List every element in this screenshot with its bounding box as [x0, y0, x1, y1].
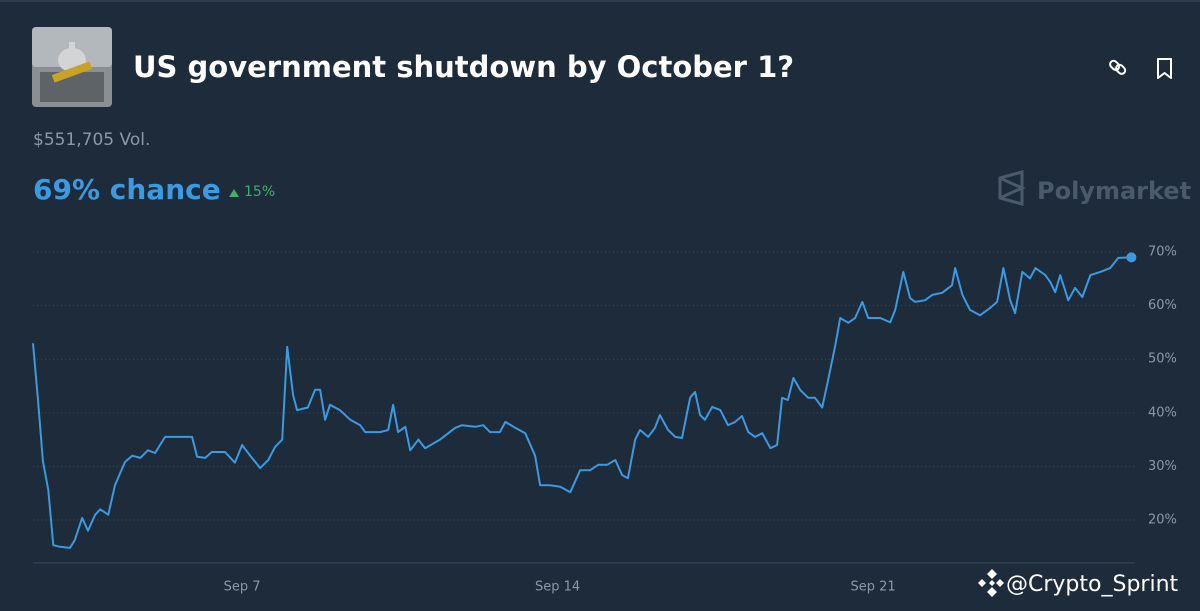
- bookmark-icon[interactable]: [1157, 58, 1172, 79]
- brand-logo: [998, 170, 1026, 206]
- change-arrow: [229, 189, 239, 197]
- price-chart: 20% 30% 40% 50% 60% 70% Sep 7 Sep 14 Sep 21: [32, 245, 1177, 595]
- link-icon[interactable]: [1109, 59, 1127, 75]
- x-tick-label: Sep 14: [535, 580, 580, 595]
- y-tick-label: 70%: [1148, 245, 1177, 260]
- y-tick-label: 50%: [1148, 352, 1177, 367]
- brand-name: Polymarket: [1037, 177, 1191, 205]
- y-tick-label: 30%: [1148, 459, 1177, 474]
- watermark: @Crypto_Sprint: [1006, 572, 1179, 597]
- volume: $551,705 Vol.: [33, 130, 150, 150]
- market-thumbnail[interactable]: [32, 27, 112, 107]
- chance: 69% chance: [33, 173, 221, 206]
- market-title: US government shutdown by October 1?: [133, 50, 794, 84]
- current-point: [1126, 252, 1137, 263]
- watermark-icon: [978, 569, 1004, 597]
- price-line: [32, 256, 1132, 549]
- y-tick-label: 40%: [1148, 405, 1177, 420]
- x-tick-label: Sep 21: [851, 580, 896, 595]
- change: 15%: [244, 184, 275, 200]
- y-tick-label: 20%: [1148, 513, 1177, 528]
- y-tick-label: 60%: [1148, 298, 1177, 313]
- x-tick-label: Sep 7: [224, 580, 261, 595]
